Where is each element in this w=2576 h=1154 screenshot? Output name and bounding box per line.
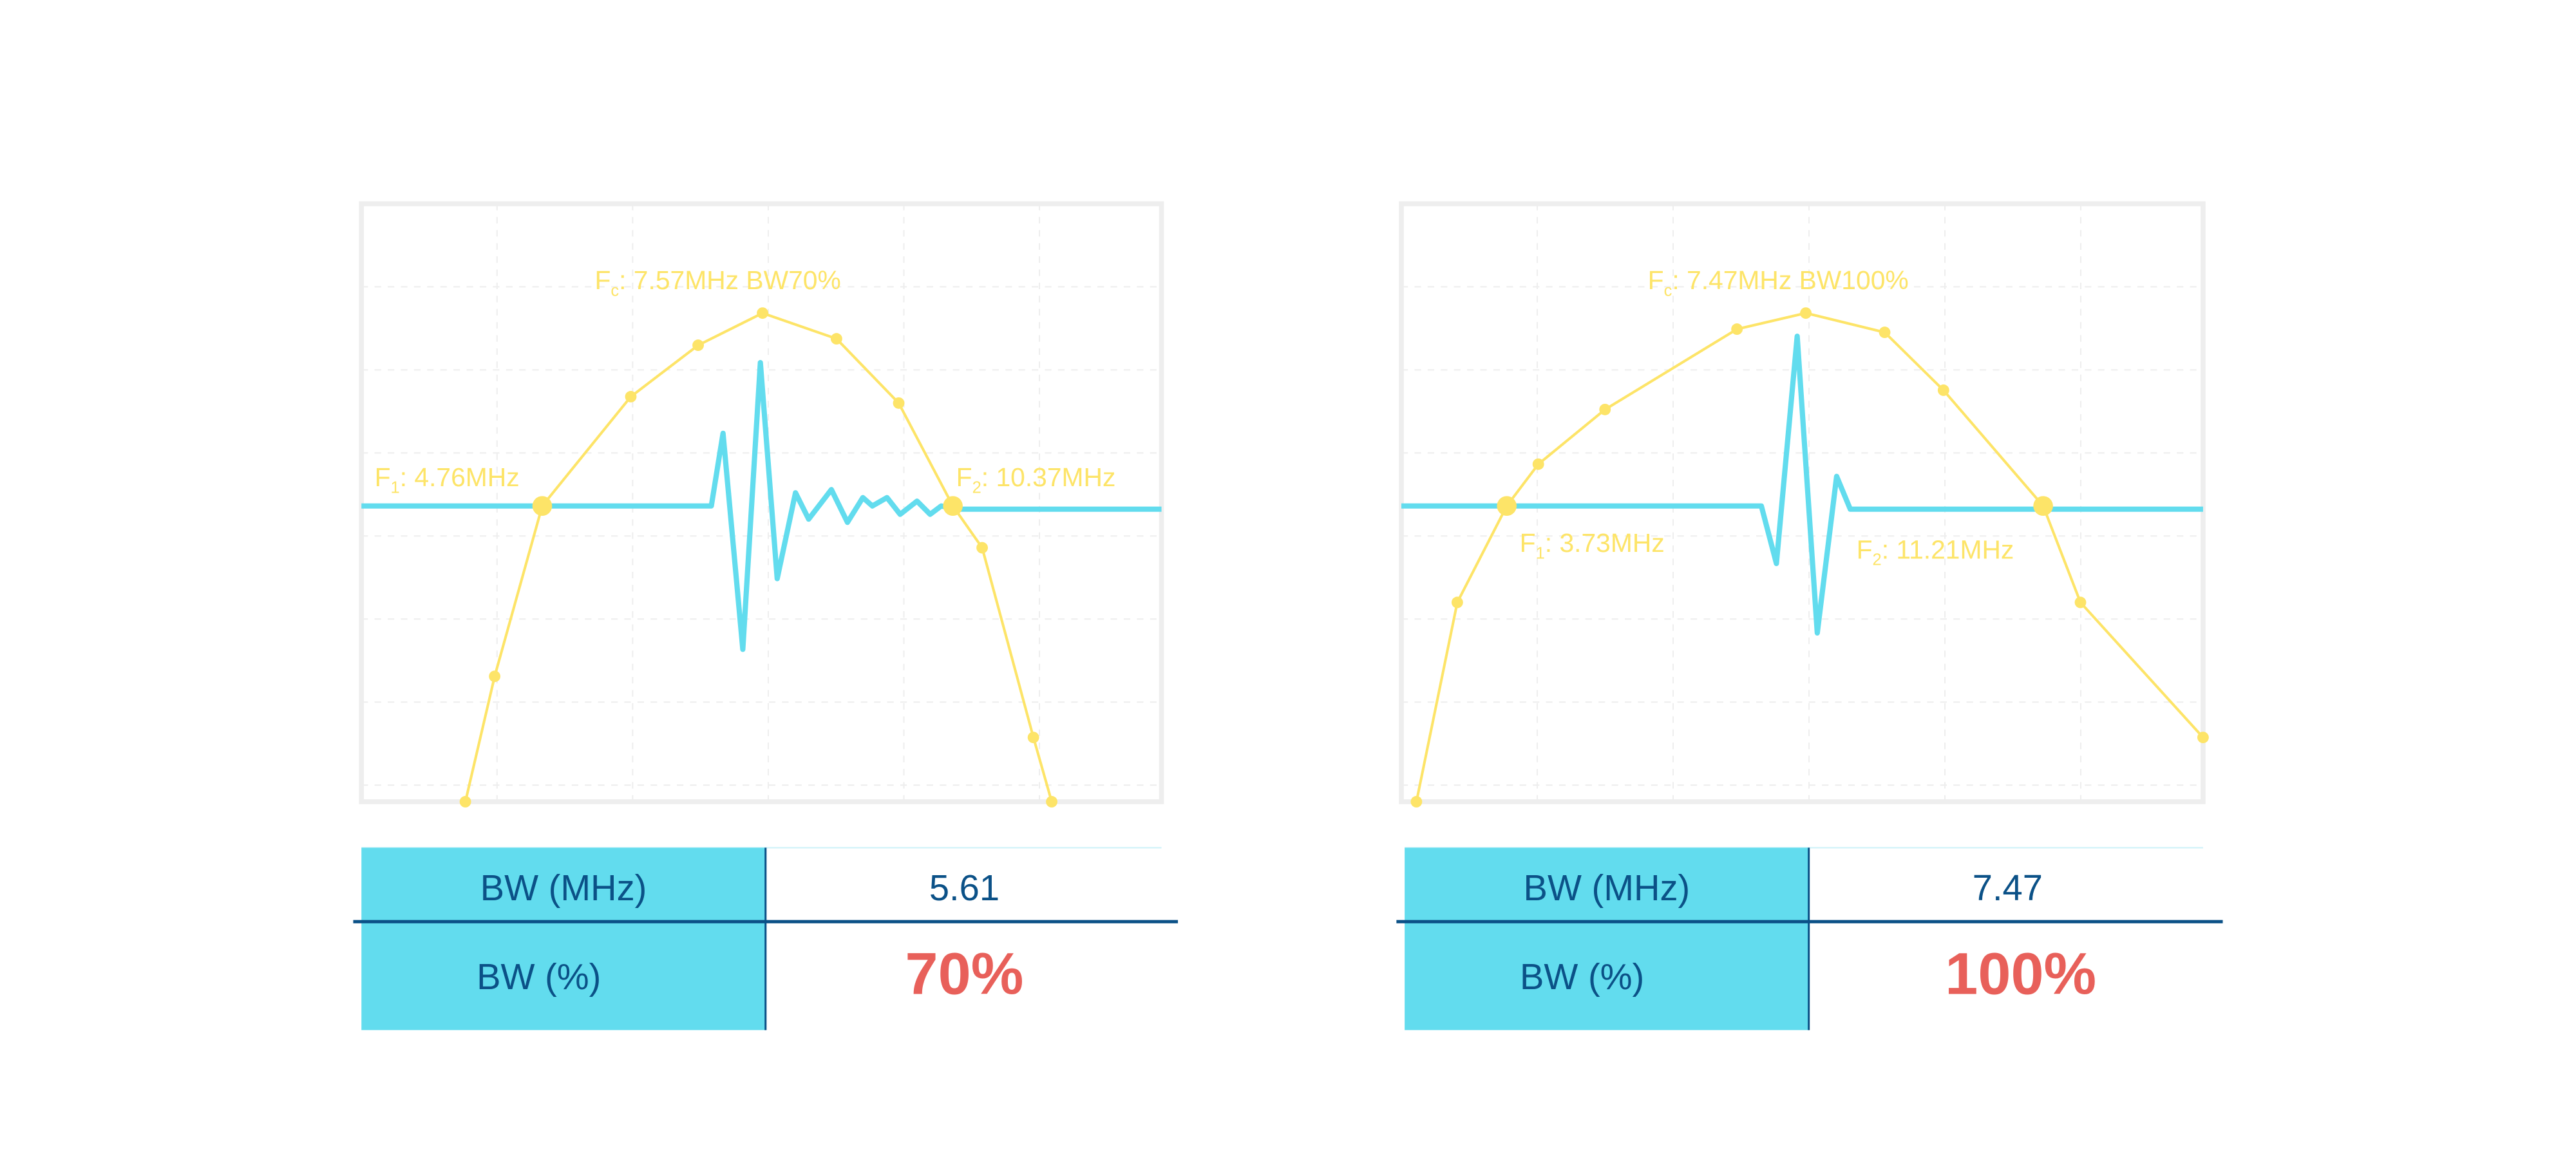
value-bw-mhz: 5.61 <box>929 867 999 908</box>
pulse-waveform-line <box>361 359 1162 652</box>
spectrum-line <box>464 311 1054 802</box>
f1-label: F1: 4.76MHz <box>375 462 520 497</box>
pulse-waveform-line <box>1401 334 2203 636</box>
plot-frame <box>359 201 1164 804</box>
value-bw-pct: 70% <box>905 941 1024 1007</box>
f1-label: F1: 3.73MHz <box>1520 528 1665 562</box>
spectrum-point <box>1731 323 1743 336</box>
spectrum-point <box>692 339 705 351</box>
spectrum-point <box>976 542 989 554</box>
fc-label: Fc: 7.47MHz BW100% <box>1648 265 1909 299</box>
table-header-cell <box>1405 847 1809 1030</box>
bw-table: BW (MHz) 5.61 BW (%) 70% <box>353 847 1179 1030</box>
spectrum-point <box>1451 596 1463 609</box>
bw-table: BW (MHz) 7.47 BW (%) 100% <box>1396 847 2223 1030</box>
spectrum-point <box>489 670 501 683</box>
spectrum-line <box>1415 312 2204 802</box>
panel-left: Fc: 7.57MHz BW70% F1: 4.76MHz F2: 10.37M… <box>353 201 1179 1030</box>
table-header-cell <box>361 847 766 1030</box>
row-label-bw-mhz: BW (MHz) <box>480 867 647 908</box>
series <box>361 307 1162 808</box>
cutoff-marker <box>2033 496 2053 516</box>
f2-label: F2: 10.37MHz <box>956 462 1116 497</box>
spectrum-point <box>2074 596 2087 609</box>
panel-right: Fc: 7.47MHz BW100% F1: 3.73MHz F2: 11.21… <box>1396 201 2223 1030</box>
plot-frame <box>1399 201 2206 804</box>
cutoff-marker <box>532 496 553 516</box>
value-bw-mhz: 7.47 <box>1973 867 2043 908</box>
spectrum-point <box>1532 458 1544 470</box>
spectrum-point <box>1027 732 1039 744</box>
cutoff-marker <box>943 496 963 516</box>
series <box>1401 307 2209 808</box>
row-label-bw-pct: BW (%) <box>477 956 601 997</box>
spectrum-point <box>1937 384 1949 396</box>
spectrum-point <box>830 333 842 345</box>
spectrum-point <box>1599 403 1611 415</box>
spectrum-point <box>459 796 471 808</box>
spectrum-point <box>1879 326 1891 339</box>
spectrum-point <box>893 397 905 409</box>
cutoff-marker <box>1497 496 1517 516</box>
spectrum-point <box>757 307 769 319</box>
grid <box>1401 203 2203 802</box>
row-label-bw-mhz: BW (MHz) <box>1524 867 1690 908</box>
value-bw-pct: 100% <box>1945 941 2096 1007</box>
f2-label: F2: 11.21MHz <box>1857 534 2014 569</box>
fc-label: Fc: 7.57MHz BW70% <box>594 265 840 299</box>
spectrum-point <box>1046 796 1058 808</box>
spectrum-point <box>2197 732 2209 744</box>
spectrum-point <box>1410 796 1423 808</box>
row-label-bw-pct: BW (%) <box>1520 956 1644 997</box>
spectrum-point <box>625 391 637 402</box>
spectrum-point <box>1800 307 1812 319</box>
